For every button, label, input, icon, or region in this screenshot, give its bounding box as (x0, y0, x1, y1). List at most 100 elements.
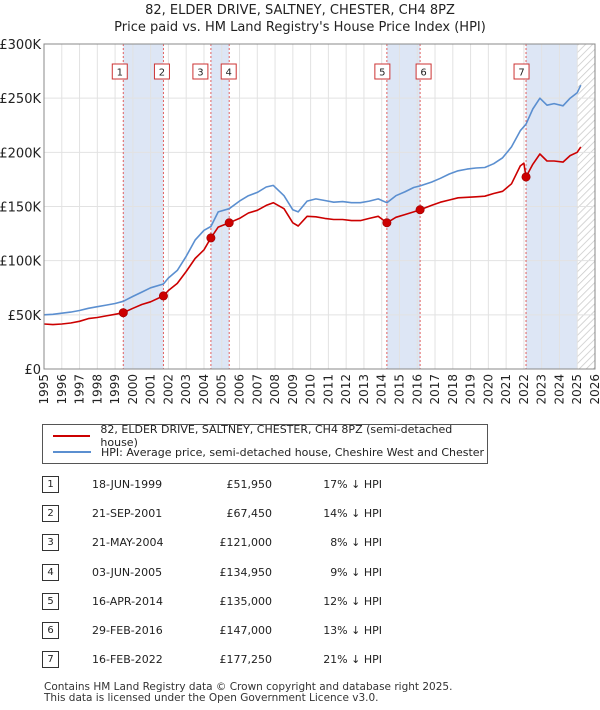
y-tick-label: £50K (8, 309, 42, 324)
y-tick-label: £300K (0, 38, 41, 53)
price-chart: £0 £50K £100K £150K £200K £250K £300K 1995 1996 1… (0, 38, 600, 405)
x-tick-label: 1999 (108, 374, 122, 405)
sale-row: 7 16-FEB-2022 £177,250 21% ↓ HPI (42, 645, 382, 674)
sale-point (415, 205, 425, 215)
sale-number-box (192, 63, 209, 80)
x-tick-label: 2001 (144, 374, 158, 405)
x-tick-label: 2013 (357, 374, 371, 405)
sale-price: £67,450 (226, 507, 273, 521)
plot-frame (43, 43, 596, 370)
x-tick-label: 2015 (392, 374, 406, 405)
sale-number: 5 (42, 592, 59, 610)
legend-label-property: 82, ELDER DRIVE, SALTNEY, CHESTER, CH4 8… (100, 423, 453, 449)
property-line (43, 146, 582, 326)
sale-number: 2 (42, 505, 59, 523)
legend-swatch-property (53, 435, 91, 437)
x-tick-label: 2017 (428, 374, 442, 405)
x-tick-label: 2000 (126, 374, 140, 405)
x-tick-label: 2016 (410, 374, 424, 405)
sale-number-label: 4 (226, 68, 232, 79)
sale-number-label: 6 (420, 68, 426, 79)
y-tick-label: £0 (24, 363, 41, 378)
sale-number: 4 (42, 563, 59, 581)
x-tick-label: 1997 (73, 374, 87, 405)
x-tick-label: 2021 (499, 374, 513, 405)
sale-point (224, 218, 234, 228)
x-tick-label: 2004 (197, 374, 211, 405)
sale-number-label: 7 (518, 68, 524, 79)
sale-date: 21-SEP-2001 (92, 507, 163, 521)
sale-row: 3 21-MAY-2004 £121,000 8% ↓ HPI (42, 528, 382, 557)
sale-number-label: 5 (379, 68, 385, 79)
x-tick-label: 2023 (535, 374, 549, 405)
sale-hpi-diff: 9% ↓ HPI (330, 565, 382, 579)
sale-row: 5 16-APR-2014 £135,000 12% ↓ HPI (42, 587, 382, 616)
sale-point (206, 233, 216, 243)
sale-row: 2 21-SEP-2001 £67,450 14% ↓ HPI (42, 499, 382, 528)
sale-price: £135,000 (219, 594, 273, 608)
sale-hpi-diff: 12% ↓ HPI (323, 594, 382, 608)
x-tick-label: 2007 (250, 374, 264, 405)
x-tick-label: 2009 (286, 374, 300, 405)
x-tick-label: 2002 (161, 374, 175, 405)
footer-licence: This data is licensed under the Open Gov… (44, 692, 379, 704)
sale-hpi-diff: 17% ↓ HPI (323, 478, 382, 492)
sale-number-box (153, 63, 170, 80)
sale-date: 18-JUN-1999 (92, 478, 163, 492)
x-tick-label: 2014 (375, 374, 389, 405)
hpi-line (43, 84, 582, 316)
sale-row: 6 29-FEB-2016 £147,000 13% ↓ HPI (42, 616, 382, 645)
sale-number-box (415, 63, 432, 80)
sale-number-label: 2 (159, 68, 165, 79)
sale-price: £147,000 (219, 624, 273, 638)
sale-number: 3 (42, 534, 59, 552)
sale-price: £51,950 (226, 478, 273, 492)
sale-hpi-diff: 13% ↓ HPI (323, 624, 382, 638)
x-tick-label: 2024 (552, 374, 566, 405)
y-tick-label: £200K (0, 146, 41, 161)
x-tick-label: 2018 (446, 374, 460, 405)
sale-point (382, 218, 392, 228)
chart-subtitle: Price paid vs. HM Land Registry's House … (114, 20, 486, 35)
x-tick-label: 2022 (517, 374, 531, 405)
x-tick-label: 2020 (481, 374, 495, 405)
sale-number: 7 (42, 651, 59, 669)
sale-date: 16-APR-2014 (92, 594, 164, 608)
sale-number-box (374, 63, 391, 80)
y-tick-label: £150K (0, 201, 41, 216)
x-tick-label: 2025 (570, 374, 584, 405)
sale-point (118, 308, 128, 318)
sale-price: £177,250 (219, 653, 273, 667)
chart-legend: 82, ELDER DRIVE, SALTNEY, CHESTER, CH4 8… (42, 423, 488, 464)
legend-swatch-hpi (53, 451, 91, 453)
x-tick-label: 2006 (233, 374, 247, 405)
legend-label-hpi: HPI: Average price, semi-detached house,… (101, 445, 485, 459)
x-tick-label: 2003 (179, 374, 193, 405)
sale-number-box (111, 63, 128, 80)
x-tick-label: 2008 (268, 374, 282, 405)
x-tick-label: 1996 (55, 374, 69, 405)
y-tick-label: £100K (0, 255, 41, 270)
sale-number: 6 (42, 622, 59, 640)
x-tick-label: 1998 (90, 374, 104, 405)
legend-item-property: 82, ELDER DRIVE, SALTNEY, CHESTER, CH4 8… (53, 423, 487, 449)
sale-number-label: 1 (117, 68, 123, 79)
sale-date: 16-FEB-2022 (92, 653, 163, 667)
x-tick-label: 2010 (304, 374, 318, 405)
x-tick-label: 2011 (321, 374, 335, 405)
sale-number-box (513, 63, 530, 80)
sale-number-label: 3 (197, 68, 203, 79)
legend-item-hpi: HPI: Average price, semi-detached house,… (53, 444, 484, 460)
x-tick-label: 2019 (464, 374, 478, 405)
sale-row: 4 03-JUN-2005 £134,950 9% ↓ HPI (42, 558, 382, 587)
sales-table: 1 18-JUN-1999 £51,950 17% ↓ HPI 2 21-SEP-2001… (42, 470, 382, 674)
y-tick-label: £250K (0, 92, 41, 107)
x-tick-label: 2026 (588, 374, 600, 405)
sale-point (521, 172, 531, 182)
sale-number-box (220, 63, 237, 80)
chart-title: 82, ELDER DRIVE, SALTNEY, CHESTER, CH4 8… (145, 3, 455, 18)
footer-copyright: Contains HM Land Registry data © Crown c… (44, 681, 453, 693)
sale-row: 1 18-JUN-1999 £51,950 17% ↓ HPI (42, 470, 382, 499)
sale-price: £134,950 (219, 565, 273, 579)
x-tick-label: 1995 (37, 374, 51, 405)
